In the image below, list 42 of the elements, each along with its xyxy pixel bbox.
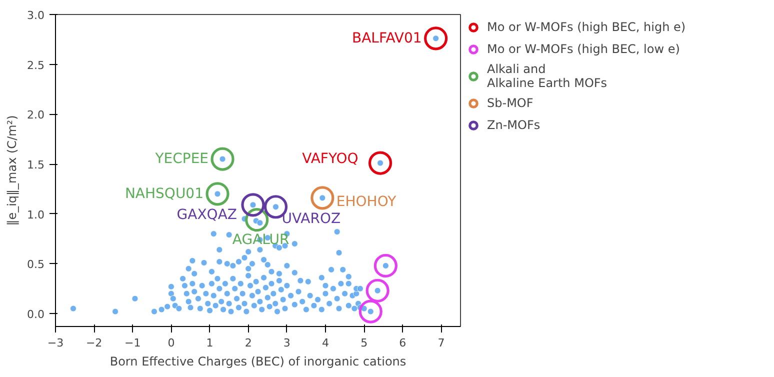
point (366, 278, 390, 302)
annotation: GAXQAZ (176, 206, 237, 223)
x-tick-label: 1 (206, 336, 214, 350)
x-tick-label: 0 (168, 336, 175, 350)
annotation: UVAROZ (282, 210, 341, 227)
y-tick-label: 3.0 (27, 9, 45, 22)
y-tick-label: 1.5 (27, 158, 45, 172)
y-tick-label: 0.0 (27, 308, 45, 322)
legend-label: Mo or W-MOFs (high BEC, low e) (487, 42, 680, 56)
x-axis-title: Born Effective Charges (BEC) of inorganic cations (110, 354, 406, 368)
legend-label: Sb-MOF (487, 96, 534, 110)
point (206, 182, 230, 206)
x-tick-label: 3 (283, 336, 290, 350)
point (210, 147, 234, 171)
annotation: BALFAV01 (352, 30, 422, 46)
x-tick-label: 7 (438, 336, 445, 350)
x-tick-label: 5 (360, 336, 368, 350)
x-tick-label: −1 (124, 336, 141, 350)
point (424, 26, 448, 50)
y-tick-label: 2.0 (27, 108, 45, 122)
x-tick-label: 2 (244, 336, 252, 350)
x-tick-label: −2 (86, 336, 102, 350)
legend-label: Mo or W-MOFs (high BEC, high e) (487, 20, 686, 34)
annotation: VAFYOQ (302, 151, 358, 168)
y-tick-label: 1.0 (27, 208, 45, 222)
annotation: YECPEE (154, 151, 209, 168)
point (310, 186, 334, 210)
point (368, 151, 392, 175)
point (245, 208, 269, 232)
x-tick-label: −3 (47, 336, 64, 350)
annotation: NAHSQU01 (124, 186, 204, 202)
legend-label: Alkali and Alkaline Earth MOFs (487, 62, 608, 90)
x-tick-label: 6 (399, 336, 406, 350)
annotation: EHOHOY (336, 194, 397, 210)
y-axis-title: ‖e_iq‖_max (C/m²) (5, 115, 20, 226)
y-tick-label: 2.5 (27, 58, 45, 72)
point (358, 300, 382, 324)
point (374, 254, 398, 278)
y-tick-label: 0.5 (27, 258, 45, 272)
x-tick-label: 4 (322, 336, 329, 350)
legend-label: Zn-MOFs (487, 118, 540, 132)
point (241, 193, 265, 217)
